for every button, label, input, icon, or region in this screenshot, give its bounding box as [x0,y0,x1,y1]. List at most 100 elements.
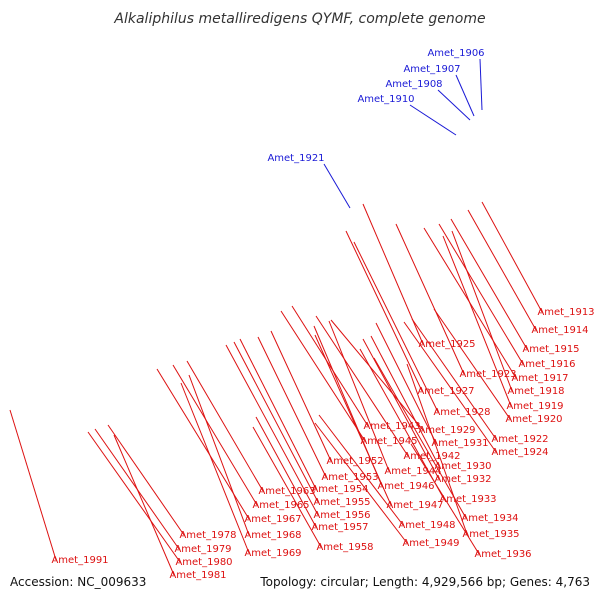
topology-text: Topology: circular; Length: 4,929,566 bp… [259,575,590,589]
reverse-leader-line [270,330,332,462]
reverse-gene-label: Amet_1918 [507,386,564,397]
reverse-leader-line [225,344,319,516]
reverse-leader-line [255,416,317,528]
reverse-gene-label: Amet_1924 [491,447,548,458]
forward-gene-label: Amet_1910 [357,94,414,105]
reverse-leader-line [362,203,424,345]
reverse-leader-line [318,414,404,526]
reverse-gene-label: Amet_1949 [402,538,459,549]
reverse-gene-label: Amet_1954 [311,484,368,495]
reverse-gene-label: Amet_1948 [398,520,455,531]
reverse-gene-label: Amet_1914 [531,325,588,336]
reverse-gene-label: Amet_1979 [174,544,231,555]
reverse-leader-line [411,318,497,440]
reverse-leader-line [406,363,468,535]
reverse-gene-label: Amet_1917 [511,373,568,384]
reverse-leader-line [87,431,181,563]
reverse-gene-label: Amet_1942 [403,451,460,462]
reverse-gene-label: Amet_1945 [360,436,417,447]
reverse-leader-line [442,235,512,407]
reverse-leader-line [375,322,437,444]
reverse-gene-label: Amet_1968 [244,530,301,541]
forward-gene-label: Amet_1908 [385,79,442,90]
reverse-leader-line [180,382,250,554]
reverse-gene-label: Amet_1935 [462,529,519,540]
reverse-gene-label: Amet_1980 [175,557,232,568]
reverse-gene-label: Amet_1956 [313,510,370,521]
forward-gene-label: Amet_1907 [403,64,460,75]
reverse-leader-line [280,310,366,442]
forward-leader-line [479,58,483,111]
forward-leader-line [409,104,457,136]
reverse-gene-label: Amet_1969 [244,548,301,559]
reverse-leader-line [233,341,319,503]
forward-gene-label: Amet_1921 [267,153,324,164]
forward-gene-label: Amet_1906 [427,48,484,59]
reverse-leader-line [450,218,528,350]
reverse-gene-label: Amet_1943 [363,421,420,432]
reverse-leader-line [257,336,327,478]
reverse-gene-label: Amet_1947 [386,500,443,511]
map-title: Alkaliphilus metalliredigens QYMF, compl… [113,11,485,27]
reverse-gene-label: Amet_1967 [244,514,301,525]
reverse-leader-line [395,223,465,375]
reverse-gene-label: Amet_1981 [169,570,226,581]
reverse-leader-line [107,424,185,536]
reverse-leader-line [370,335,440,467]
reverse-leader-line [373,357,467,519]
reverse-gene-label: Amet_1934 [461,513,518,524]
reverse-leader-line [481,201,543,313]
reverse-gene-label: Amet_1931 [431,438,488,449]
forward-leader-line [455,74,475,117]
reverse-leader-line [467,209,537,331]
reverse-leader-line [9,409,57,561]
reverse-gene-label: Amet_1958 [316,542,373,553]
reverse-gene-label: Amet_1922 [491,434,548,445]
reverse-leader-line [433,308,511,420]
forward-leader-line [323,163,351,209]
reverse-leader-line [410,443,480,555]
reverse-gene-label: Amet_1933 [439,494,496,505]
reverse-leader-line [186,360,264,492]
reverse-leader-line [353,241,439,413]
gene-label-layer: Amet_1906 Amet_1907 Amet_1908 Amet_1910 Amet… [9,48,595,581]
reverse-gene-label: Amet_1923 [459,369,516,380]
reverse-gene-label: Amet_1978 [179,530,236,541]
reverse-leader-line [451,230,513,392]
reverse-gene-label: Amet_1929 [418,425,475,436]
reverse-gene-label: Amet_1915 [522,344,579,355]
reverse-leader-line [314,422,408,544]
reverse-gene-label: Amet_1925 [418,339,475,350]
reverse-gene-label: Amet_1928 [433,407,490,418]
reverse-leader-line [188,374,250,536]
reverse-gene-label: Amet_1955 [313,497,370,508]
reverse-leader-line [291,305,369,427]
reverse-gene-label: Amet_1930 [434,461,491,472]
reverse-gene-label: Amet_1944 [384,466,441,477]
reverse-gene-label: Amet_1963 [258,486,315,497]
forward-leader-line [437,89,471,121]
reverse-gene-label: Amet_1952 [326,456,383,467]
reverse-leader-line [113,434,175,576]
reverse-gene-label: Amet_1991 [51,555,108,566]
reverse-leader-line [252,426,322,548]
reverse-gene-label: Amet_1913 [537,307,594,318]
reverse-gene-label: Amet_1919 [506,401,563,412]
reverse-gene-label: Amet_1965 [252,500,309,511]
reverse-leader-line [345,230,423,392]
reverse-leader-line [362,338,440,480]
reverse-gene-label: Amet_1936 [474,549,531,560]
reverse-leader-line [438,223,524,365]
reverse-leader-line [403,321,497,453]
reverse-gene-label: Amet_1946 [377,481,434,492]
reverse-gene-label: Amet_1916 [518,359,575,370]
accession-text: Accession: NC_009633 [10,575,146,589]
reverse-leader-line [172,364,258,506]
reverse-gene-label: Amet_1957 [311,522,368,533]
reverse-gene-label: Amet_1953 [321,472,378,483]
reverse-leader-line [315,315,409,457]
reverse-leader-line [330,319,424,431]
reverse-gene-label: Amet_1920 [505,414,562,425]
reverse-leader-line [314,334,392,506]
